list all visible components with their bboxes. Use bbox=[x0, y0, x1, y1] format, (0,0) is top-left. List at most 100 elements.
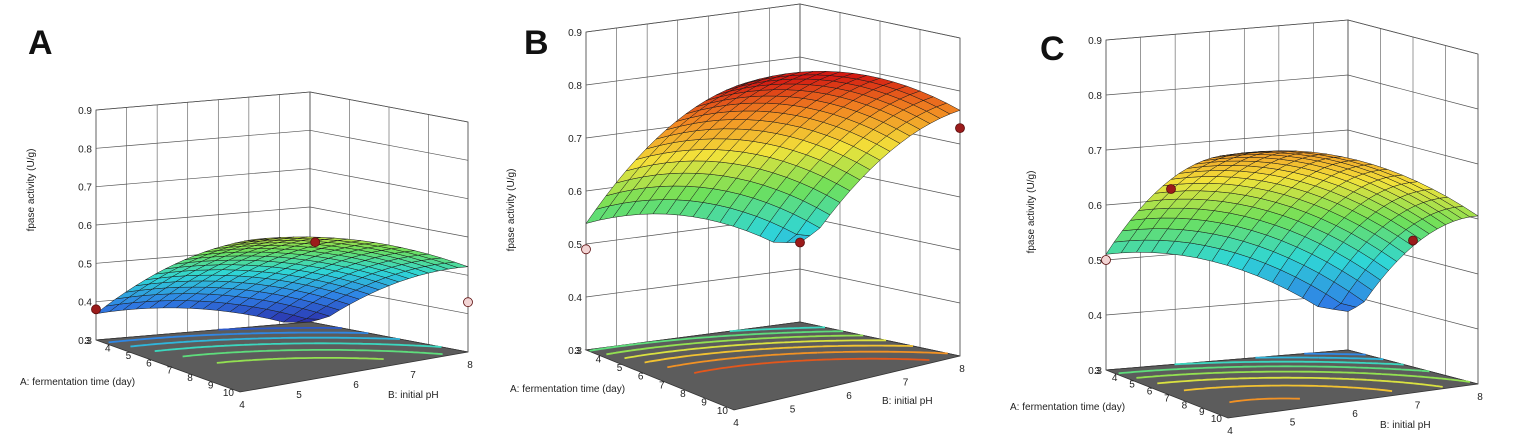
y-tick-label: 6 bbox=[1352, 409, 1358, 420]
x-tick-label: 9 bbox=[208, 381, 214, 392]
floor-contour bbox=[1136, 370, 1471, 383]
x-tick-label: 8 bbox=[680, 389, 686, 400]
y-axis-label: B: initial pH bbox=[1380, 420, 1431, 431]
surface-chart-b: 0.3 0.4 0.5 0.6 0.7 0.8 0.9 3 4 5 6 7 8 9 10 4 5 6 7 8 fpase… bbox=[506, 3, 965, 429]
y-tick-label: 8 bbox=[959, 364, 965, 375]
x-tick-label: 4 bbox=[596, 355, 602, 366]
floor-contour bbox=[218, 327, 342, 331]
y-tick-label: 5 bbox=[1290, 418, 1296, 429]
surface-chart-a: 0.3 0.4 0.5 0.6 0.7 0.8 0.9 3 4 5 6 7 8 9 10 4 5 6 7 8 fpase… bbox=[20, 91, 473, 411]
response-surface bbox=[95, 236, 469, 323]
surface-cell bbox=[244, 237, 268, 242]
x-tick-label: 8 bbox=[187, 373, 193, 384]
floor-contour bbox=[1174, 360, 1404, 366]
floor-contour bbox=[644, 344, 913, 364]
z-tick-label: 0.3 bbox=[568, 346, 582, 357]
design-point bbox=[91, 304, 101, 315]
x-tick-label: 4 bbox=[1112, 373, 1118, 384]
y-tick-label: 4 bbox=[1227, 426, 1233, 437]
y-tick-label: 7 bbox=[410, 370, 416, 381]
panel-b: 0.3 0.4 0.5 0.6 0.7 0.8 0.9 3 4 5 6 7 8 9 10 4 5 6 7 8 fpase… bbox=[490, 0, 996, 440]
z-tick-label: 0.5 bbox=[78, 259, 92, 270]
floor-contour bbox=[667, 350, 948, 369]
z-tick-label: 0.3 bbox=[1088, 366, 1102, 377]
panel-label-b: B bbox=[524, 24, 549, 62]
design-point bbox=[1408, 235, 1418, 246]
z-tick-label: 0.4 bbox=[1088, 311, 1102, 322]
x-tick-label: 8 bbox=[1182, 400, 1188, 411]
floor-contour bbox=[1255, 356, 1384, 361]
y-tick-label: 7 bbox=[903, 378, 909, 389]
x-tick-label: 5 bbox=[1129, 380, 1135, 391]
design-point bbox=[463, 297, 473, 308]
design-point bbox=[1166, 184, 1176, 194]
y-tick-label: 5 bbox=[790, 405, 796, 416]
x-tick-label: 3 bbox=[574, 346, 580, 357]
surface-cell bbox=[735, 78, 760, 87]
floor-contour bbox=[694, 357, 930, 374]
x-axis-label: A: fermentation time (day) bbox=[510, 384, 625, 395]
floor-contour bbox=[1304, 352, 1366, 356]
response-surface bbox=[1105, 150, 1479, 312]
z-tick-label: 0.8 bbox=[568, 81, 582, 92]
design-point bbox=[795, 237, 805, 248]
design-point bbox=[955, 123, 965, 134]
y-tick-label: 8 bbox=[1477, 392, 1483, 403]
x-tick-label: 10 bbox=[223, 388, 235, 399]
floor-contour bbox=[130, 336, 401, 348]
z-tick-label: 0.9 bbox=[78, 106, 92, 117]
surface-cell bbox=[1227, 152, 1252, 156]
x-tick-label: 9 bbox=[701, 397, 707, 408]
x-tick-label: 7 bbox=[167, 366, 173, 377]
z-tick-label: 0.7 bbox=[568, 134, 582, 145]
z-tick-label: 0.6 bbox=[1088, 201, 1102, 212]
z-tick-label: 0.9 bbox=[568, 28, 582, 39]
x-tick-label: 9 bbox=[1199, 407, 1205, 418]
floor-contour bbox=[1229, 397, 1300, 404]
x-tick-label: 6 bbox=[146, 358, 152, 369]
floor-contour bbox=[108, 331, 369, 344]
floor-contour bbox=[624, 339, 887, 360]
response-surface bbox=[585, 71, 961, 243]
floor-contour bbox=[154, 342, 442, 352]
z-tick-label: 0.4 bbox=[78, 298, 92, 309]
z-tick-label: 0.6 bbox=[568, 187, 582, 198]
x-tick-label: 3 bbox=[84, 336, 90, 347]
z-tick-label: 0.4 bbox=[568, 293, 582, 304]
z-axis-label: fpase activity (U/g) bbox=[26, 149, 37, 232]
z-tick-label: 0.8 bbox=[1088, 91, 1102, 102]
y-tick-label: 6 bbox=[846, 391, 852, 402]
z-tick-label: 0.7 bbox=[1088, 146, 1102, 157]
y-tick-label: 6 bbox=[353, 380, 359, 391]
x-tick-label: 7 bbox=[659, 380, 665, 391]
floor-contour bbox=[606, 334, 864, 356]
z-tick-label: 0.6 bbox=[78, 221, 92, 232]
x-tick-label: 10 bbox=[717, 406, 729, 417]
floor-plane bbox=[95, 321, 469, 393]
floor-contour bbox=[182, 349, 443, 358]
y-axis-label: B: initial pH bbox=[388, 390, 439, 401]
panel-a: 0.3 0.4 0.5 0.6 0.7 0.8 0.9 3 4 5 6 7 8 9 10 4 5 6 7 8 fpase… bbox=[0, 0, 506, 440]
floor-contour bbox=[216, 357, 384, 364]
panel-c: 0.3 0.4 0.5 0.6 0.7 0.8 0.9 3 4 5 6 7 8 9 10 4 5 6 7 8 fpase… bbox=[1010, 0, 1516, 440]
z-axis-label: fpase activity (U/g) bbox=[1026, 171, 1037, 254]
floor-contour bbox=[1183, 384, 1393, 392]
x-tick-label: 6 bbox=[1147, 387, 1153, 398]
x-tick-label: 7 bbox=[1164, 393, 1170, 404]
x-tick-label: 4 bbox=[105, 343, 111, 354]
x-tick-label: 5 bbox=[617, 363, 623, 374]
floor-contour bbox=[1118, 365, 1430, 375]
y-tick-label: 8 bbox=[467, 360, 473, 371]
x-tick-label: 6 bbox=[638, 372, 644, 383]
panel-label-c: C bbox=[1040, 30, 1065, 68]
design-point bbox=[581, 244, 591, 255]
x-tick-label: 10 bbox=[1211, 414, 1223, 425]
floor-contour bbox=[729, 326, 826, 333]
z-tick-label: 0.8 bbox=[78, 144, 92, 155]
design-point bbox=[310, 237, 321, 248]
y-axis-label: B: initial pH bbox=[882, 396, 933, 407]
y-tick-label: 5 bbox=[296, 390, 302, 401]
z-tick-label: 0.7 bbox=[78, 183, 92, 194]
z-tick-label: 0.9 bbox=[1088, 36, 1102, 47]
z-tick-label: 0.5 bbox=[568, 240, 582, 251]
